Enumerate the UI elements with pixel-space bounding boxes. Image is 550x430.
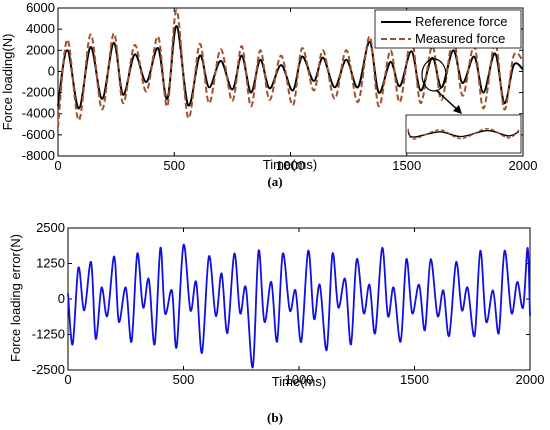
x-tick-label: 1000	[285, 372, 314, 387]
y-tick-label: -6000	[22, 127, 55, 142]
x-tick-label: 0	[54, 158, 61, 173]
panel-a-caption: (a)	[267, 174, 282, 189]
panel-b: 0 500 1000 1500 2000 2500 1250 0 -1250 -2500 Tim…	[8, 220, 544, 425]
panel-b-y-axis-label: Force loading error(N)	[8, 234, 23, 362]
panel-b-series	[67, 244, 531, 369]
series-line-measured-force	[57, 9, 524, 128]
panel-a-legend: Reference force Measured force	[374, 9, 522, 49]
y-tick-label: -2500	[32, 362, 65, 377]
zoom-inset	[405, 114, 522, 154]
panel-a-y-ticks: 6000 4000 2000 0 -2000 -4000 -6000 -8000	[22, 0, 523, 163]
y-tick-label: 1250	[36, 256, 65, 271]
panel-a-series	[57, 9, 524, 128]
y-tick-label: -2000	[22, 85, 55, 100]
panel-b-y-ticks: 2500 1250 0 -1250 -2500	[32, 220, 530, 377]
panel-b-caption: (b)	[267, 410, 283, 425]
x-tick-label: 0	[64, 372, 71, 387]
y-tick-label: 4000	[26, 21, 55, 36]
panel-b-x-axis-label: Time(ms)	[272, 374, 326, 389]
y-tick-label: 2000	[26, 42, 55, 57]
inset-line	[407, 129, 520, 138]
panel-a-x-ticks: 0 500 1000 1500 2000	[54, 8, 537, 173]
legend-box	[374, 9, 522, 49]
zoom-annotation	[405, 58, 522, 154]
x-tick-label: 2000	[509, 158, 538, 173]
y-tick-label: 6000	[26, 0, 55, 15]
zoom-ellipse	[421, 58, 447, 92]
zoom-arrow-head	[453, 105, 462, 114]
x-tick-label: 1500	[392, 158, 421, 173]
y-tick-label: 0	[48, 63, 55, 78]
x-tick-label: 500	[163, 158, 185, 173]
panel-b-x-ticks: 0 500 1000 1500 2000	[64, 228, 544, 387]
x-tick-label: 1000	[276, 158, 305, 173]
legend-label-measured: Measured force	[415, 31, 505, 46]
x-tick-label: 1500	[400, 372, 429, 387]
y-tick-label: -8000	[22, 148, 55, 163]
y-tick-label: 2500	[36, 220, 65, 235]
inset-line	[407, 127, 520, 140]
legend-label-reference: Reference force	[415, 14, 508, 29]
x-tick-label: 500	[173, 372, 195, 387]
zoom-inset-lines	[407, 127, 520, 140]
y-tick-label: 0	[58, 291, 65, 306]
panel-a: 0 500 1000 1500 2000 6000 4000 2000 0 -2000 -4000…	[0, 0, 537, 189]
panel-a-x-axis-label: Time(ms)	[263, 157, 317, 172]
panel-a-y-axis-label: Force loading(N)	[0, 34, 15, 131]
y-tick-label: -4000	[22, 106, 55, 121]
x-tick-label: 2000	[516, 372, 545, 387]
series-line-error	[67, 244, 531, 369]
y-tick-label: -1250	[32, 327, 65, 342]
